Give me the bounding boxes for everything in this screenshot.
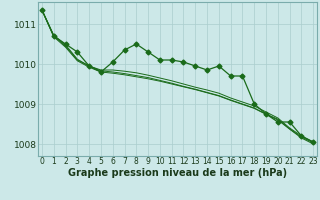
X-axis label: Graphe pression niveau de la mer (hPa): Graphe pression niveau de la mer (hPa): [68, 168, 287, 178]
